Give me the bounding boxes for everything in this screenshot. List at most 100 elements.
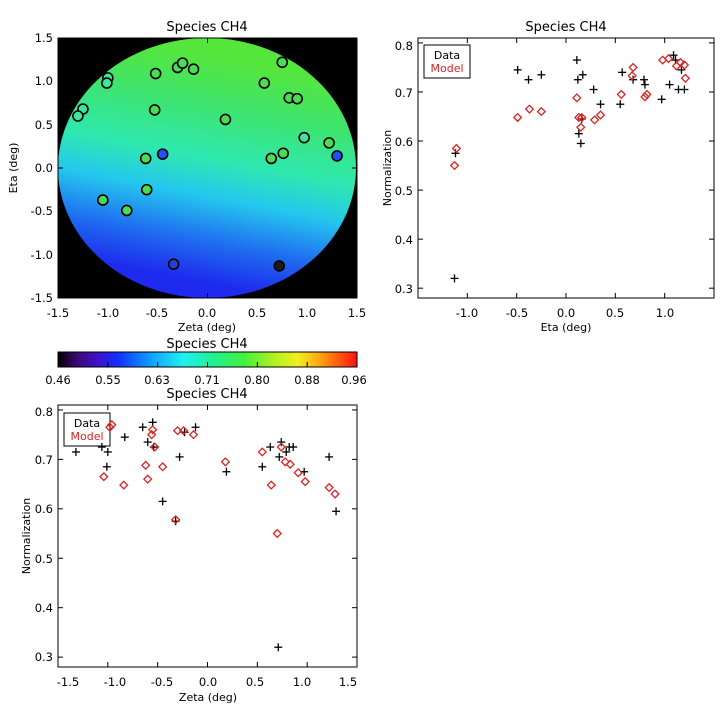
eta-model-point xyxy=(627,71,637,81)
zeta-model-point xyxy=(99,471,109,482)
zeta-data-point xyxy=(71,447,80,456)
zeta-ytick-label: 0.5 xyxy=(35,552,53,566)
map-xtick-label: -1.0 xyxy=(97,306,119,320)
zeta-data-point xyxy=(191,423,200,432)
eta-data-point xyxy=(616,100,625,109)
zeta-xtick-label: 1.5 xyxy=(339,675,357,689)
eta-ytick-label: 0.7 xyxy=(395,86,413,100)
map-ytick-label: -0.5 xyxy=(31,204,53,218)
eta-xtick-label: 0.5 xyxy=(606,306,624,320)
zeta-data-point xyxy=(148,418,157,427)
eta-model-point xyxy=(572,93,582,103)
eta-model-point xyxy=(663,53,674,64)
zeta-data-point xyxy=(274,643,283,652)
eta-legend: Data Model xyxy=(423,44,471,79)
map-ytick-label: -1.0 xyxy=(31,248,53,262)
map-ytick-label: 0.5 xyxy=(35,118,53,132)
eta-data-point xyxy=(572,56,581,65)
eta-legend-box xyxy=(423,44,471,79)
zeta-scatter-ticks xyxy=(57,405,358,667)
map-point xyxy=(101,77,113,89)
zeta-data-point xyxy=(325,452,334,461)
eta-data-point xyxy=(669,51,678,60)
eta-x-ticklabels: -1.0 -0.5 0.0 0.5 1.0 xyxy=(456,306,674,320)
zeta-x-ticklabels: -1.5 -1.0 -0.5 0.0 0.5 1.0 1.5 xyxy=(57,675,357,689)
eta-scatter-title: Species CH4 xyxy=(525,20,606,35)
zeta-ytick-label: 0.7 xyxy=(35,453,53,467)
zeta-data-point xyxy=(282,447,291,456)
zeta-data-point xyxy=(97,443,106,452)
colorbar-tick-label: 0.55 xyxy=(95,373,121,387)
eta-data-point xyxy=(589,85,598,94)
zeta-xtick-label: -1.0 xyxy=(104,675,126,689)
eta-model-point xyxy=(680,73,691,83)
zeta-model-point xyxy=(324,482,334,493)
eta-ytick-label: 0.4 xyxy=(395,233,413,247)
eta-data-point xyxy=(524,75,533,84)
map-point xyxy=(298,131,310,144)
zeta-model-point xyxy=(220,457,231,467)
eta-ytick-label: 0.5 xyxy=(395,184,413,198)
zeta-data-point xyxy=(258,462,267,471)
map-xtick-label: 0.0 xyxy=(198,306,216,320)
map-ticks xyxy=(57,37,358,299)
eta-data-point xyxy=(573,75,582,84)
map-point xyxy=(291,92,304,105)
eta-model-point xyxy=(671,61,682,71)
map-title: Species CH4 xyxy=(166,20,247,35)
map-point xyxy=(277,147,290,160)
map-ytick-label: 1.5 xyxy=(35,31,53,45)
colorbar-ticks xyxy=(57,362,358,367)
zeta-model-point xyxy=(146,429,157,440)
zeta-data-point xyxy=(175,452,184,461)
eta-data-point xyxy=(618,68,627,77)
eta-scatter-marks xyxy=(449,51,691,283)
eta-data-point xyxy=(629,75,638,84)
eta-y-ticklabels: 0.3 0.4 0.5 0.6 0.7 0.8 xyxy=(395,39,413,296)
zeta-model-point xyxy=(149,442,160,452)
zeta-model-point xyxy=(157,462,168,472)
eta-xtick-label: -0.5 xyxy=(506,306,528,320)
eta-xtick-label: -1.0 xyxy=(456,306,478,320)
colorbar-tick-label: 0.71 xyxy=(194,373,220,387)
zeta-model-point xyxy=(300,476,310,487)
map-point xyxy=(167,258,180,271)
map-point xyxy=(323,137,335,149)
eta-data-point xyxy=(680,85,689,94)
map-xtick-label: -0.5 xyxy=(146,306,168,320)
eta-y-axis-label: Normalization xyxy=(381,130,394,206)
zeta-y-axis-label: Normalization xyxy=(20,498,33,574)
eta-ytick-label: 0.6 xyxy=(395,135,413,149)
zeta-data-point xyxy=(158,497,167,506)
zeta-xtick-label: -0.5 xyxy=(151,675,173,689)
colorbar-tick-label: 0.80 xyxy=(244,373,270,387)
zeta-scatter-marks xyxy=(71,418,341,652)
map-point xyxy=(120,204,133,217)
map-point xyxy=(156,148,169,160)
zeta-data-point xyxy=(143,438,152,447)
eta-model-point xyxy=(574,112,584,123)
map-point xyxy=(97,194,109,206)
eta-scatter-panel: Species CH4 -1.0 -0.5 0.0 0.5 1.0 0.3 0.… xyxy=(381,20,715,334)
eta-model-point xyxy=(449,160,460,171)
eta-data-point xyxy=(639,75,648,84)
zeta-model-point xyxy=(107,420,117,430)
map-ytick-label: -1.5 xyxy=(31,291,53,305)
map-point xyxy=(276,56,289,69)
zeta-legend: Data Model xyxy=(63,412,111,447)
zeta-data-point xyxy=(138,423,147,432)
map-xtick-label: -1.5 xyxy=(47,306,69,320)
eta-legend-data-label: Data xyxy=(434,49,460,62)
map-point xyxy=(149,67,162,80)
colorbar-tick-label: 0.96 xyxy=(341,373,367,387)
zeta-x-axis-label: Zeta (deg) xyxy=(179,691,237,704)
eta-data-point xyxy=(578,70,587,79)
eta-model-point xyxy=(577,112,587,123)
zeta-data-point xyxy=(332,507,341,516)
zeta-ytick-label: 0.8 xyxy=(35,405,53,419)
zeta-model-point xyxy=(266,480,277,490)
eta-legend-model-label: Model xyxy=(430,62,463,75)
eta-data-point xyxy=(596,100,605,109)
map-x-ticklabels: -1.5 -1.0 -0.5 0.0 0.5 1.0 1.5 xyxy=(47,306,366,320)
eta-ytick-label: 0.8 xyxy=(395,39,413,53)
